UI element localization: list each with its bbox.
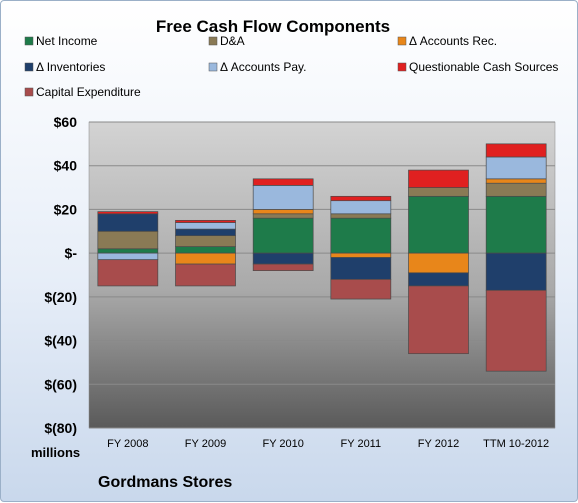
bar-segment [97, 252, 159, 261]
legend-label: D&A [220, 34, 245, 48]
bar-segment [408, 169, 469, 188]
legend-swatch [24, 36, 34, 46]
bar-segment [330, 217, 392, 254]
y-axis-ticks: $60 $40 $20 $- $(20) $(40) $(60) $(80) [44, 114, 77, 436]
bar-segment [252, 217, 314, 254]
company-name: Gordmans Stores [98, 474, 232, 491]
bar-segment [252, 209, 314, 215]
bar-segment [175, 263, 236, 287]
unit-label: millions [31, 445, 80, 460]
chart-title: Free Cash Flow Components [156, 17, 390, 36]
bar-segment [175, 228, 236, 237]
y-tick-label: $(20) [44, 289, 77, 305]
legend-label: Δ Accounts Rec. [409, 34, 497, 48]
x-tick-label: FY 2010 [262, 438, 303, 450]
bar-segment [97, 259, 159, 287]
y-tick-label: $- [65, 245, 78, 261]
legend-label: Questionable Cash Sources [409, 60, 558, 74]
y-tick-label: $(40) [44, 333, 77, 349]
bar-segment [485, 178, 547, 184]
bar-segment [175, 220, 236, 223]
y-tick-label: $(80) [44, 420, 77, 436]
x-tick-label: FY 2008 [107, 438, 148, 450]
bars [97, 143, 547, 372]
legend-label: Net Income [36, 34, 98, 48]
legend-swatch [24, 62, 34, 72]
bar-segment [97, 211, 159, 215]
bar-segment [252, 252, 314, 265]
bar-segment [330, 195, 392, 202]
bar-segment [252, 178, 314, 186]
bar-segment [252, 263, 314, 271]
y-tick-label: $(60) [44, 376, 77, 392]
legend-swatch [397, 36, 407, 46]
y-tick-label: $20 [54, 201, 78, 217]
x-tick-label: FY 2011 [341, 438, 382, 450]
gridlines [89, 121, 555, 429]
bar-segment [485, 143, 547, 158]
y-tick-label: $60 [54, 114, 78, 130]
legend: Net Income D&A Δ Accounts Rec. Δ Inventorie… [24, 34, 558, 99]
bar-segment [485, 156, 547, 180]
plot-area [88, 121, 556, 429]
bar-segment [408, 195, 469, 254]
legend-swatch [24, 87, 34, 97]
bar-segment [330, 252, 392, 258]
bar-segment [408, 272, 469, 287]
bar-segment [485, 289, 547, 372]
x-axis-ticks: FY 2008 FY 2009 FY 2010 FY 2011 FY 2012 TTM 1… [107, 438, 549, 450]
bar-segment [330, 279, 392, 300]
legend-swatch [208, 36, 218, 46]
bar-segment [175, 246, 236, 254]
legend-swatch [397, 62, 407, 72]
bar-segment [408, 252, 469, 274]
x-tick-label: FY 2009 [185, 438, 226, 450]
bar-segment [175, 252, 236, 265]
x-tick-label: TTM 10-2012 [483, 438, 549, 450]
bar-segment [408, 187, 469, 197]
legend-label: Δ Accounts Pay. [220, 60, 307, 74]
bar-segment [330, 200, 392, 215]
bar-segment [175, 222, 236, 230]
bar-segment [485, 195, 547, 254]
bar-segment [408, 285, 469, 355]
x-tick-label: FY 2012 [418, 438, 459, 450]
bar-segment [485, 252, 547, 291]
bar-segment [97, 248, 159, 254]
bar-segment [330, 257, 392, 280]
bar-segment [97, 230, 159, 250]
bar-segment [485, 182, 547, 197]
legend-swatch [208, 62, 218, 72]
bar-segment [330, 213, 392, 219]
bar-segment [252, 213, 314, 219]
bar-segment [252, 185, 314, 210]
bar-segment [97, 213, 159, 232]
bar-segment [175, 235, 236, 247]
y-tick-label: $40 [54, 158, 78, 174]
legend-label: Δ Inventories [36, 60, 105, 74]
legend-label: Capital Expenditure [36, 85, 141, 99]
